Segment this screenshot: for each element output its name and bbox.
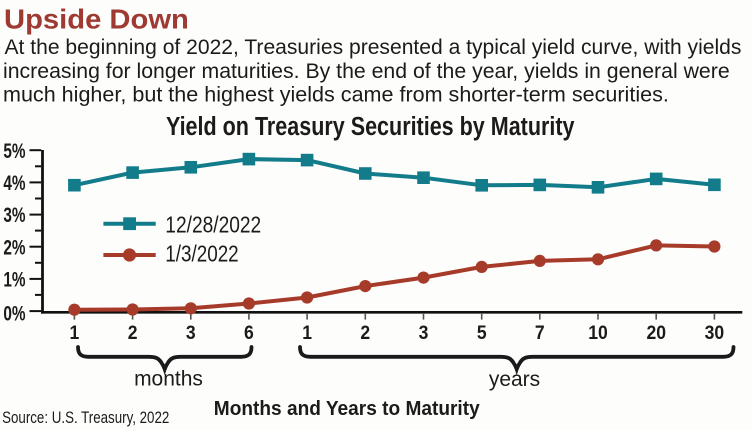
svg-text:Source: U.S. Treasury, 2022: Source: U.S. Treasury, 2022 bbox=[2, 408, 169, 427]
svg-text:30: 30 bbox=[705, 321, 725, 343]
svg-text:20: 20 bbox=[646, 321, 666, 343]
svg-text:years: years bbox=[489, 368, 540, 391]
svg-text:At the beginning of 2022, Trea: At the beginning of 2022, Treasuries pre… bbox=[5, 35, 742, 59]
svg-text:5: 5 bbox=[477, 321, 487, 343]
svg-text:Months and Years to Maturity: Months and Years to Maturity bbox=[214, 397, 480, 420]
svg-text:1%: 1% bbox=[3, 267, 25, 291]
svg-text:2: 2 bbox=[128, 321, 138, 343]
svg-text:Yield on Treasury Securities b: Yield on Treasury Securities by Maturity bbox=[166, 114, 575, 142]
svg-text:4%: 4% bbox=[3, 171, 25, 195]
svg-text:10: 10 bbox=[588, 321, 608, 343]
svg-text:3: 3 bbox=[186, 321, 196, 343]
svg-text:6: 6 bbox=[244, 321, 254, 343]
svg-text:Upside Down: Upside Down bbox=[4, 4, 189, 35]
svg-text:3: 3 bbox=[419, 321, 429, 343]
svg-text:0%: 0% bbox=[3, 301, 25, 325]
svg-text:increasing for longer maturiti: increasing for longer maturities. By the… bbox=[3, 59, 730, 83]
svg-text:2%: 2% bbox=[3, 235, 25, 259]
svg-text:1: 1 bbox=[70, 321, 80, 343]
svg-text:months: months bbox=[134, 368, 203, 391]
svg-text:7: 7 bbox=[535, 321, 545, 343]
svg-text:5%: 5% bbox=[3, 138, 25, 162]
svg-text:1/3/2022: 1/3/2022 bbox=[165, 242, 238, 267]
svg-text:12/28/2022: 12/28/2022 bbox=[165, 213, 261, 238]
svg-text:3%: 3% bbox=[3, 203, 25, 227]
svg-text:much higher, but the highest y: much higher, but the highest yields came… bbox=[3, 83, 669, 107]
svg-text:2: 2 bbox=[360, 321, 370, 343]
svg-text:1: 1 bbox=[302, 321, 312, 343]
